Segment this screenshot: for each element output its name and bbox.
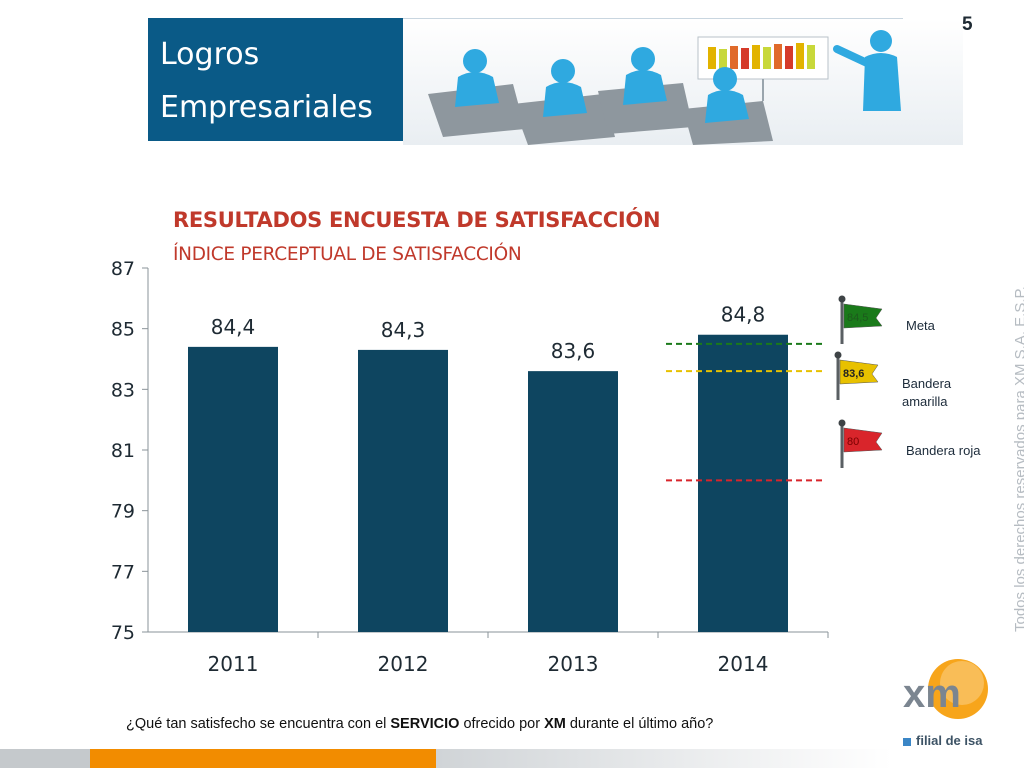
question-part-3: durante el último año? [565,716,714,732]
y-tick-label: 87 [111,258,135,280]
bar-value-label: 84,3 [381,318,426,342]
footer-bar-gray-left [0,749,90,768]
chart-subtitle: ÍNDICE PERCEPTUAL DE SATISFACCIÓN [173,244,522,265]
xm-logo: xm [903,659,988,719]
y-tick-label: 83 [111,379,135,401]
survey-question: ¿Qué tan satisfecho se encuentra con el … [126,716,713,732]
flag-icon-1 [843,303,883,329]
x-tick-label: 2013 [548,652,599,676]
flag-pole-knob-2 [834,351,842,359]
x-tick-label: 2011 [208,652,259,676]
legend-roja-label: Bandera roja [906,443,981,458]
footer-bar-orange [90,749,436,768]
header-divider [403,18,903,19]
question-bold-servicio: SERVICIO [390,716,460,732]
flag-label-3: 80 [847,436,859,448]
meeting-illustration [403,19,963,145]
legend-amarilla-line1: Bandera [902,376,952,391]
flag-icon-3 [843,427,883,453]
bar-2011 [188,346,278,632]
bar-value-label: 84,8 [721,303,766,327]
chart-title: RESULTADOS ENCUESTA DE SATISFACCIÓN [173,208,661,232]
y-tick-label: 85 [111,319,135,341]
legend-amarilla-label: Bandera amarilla [902,375,951,411]
bar-2013 [528,371,618,632]
page-number: 5 [962,14,973,35]
filial-tagline: filial de isa [903,733,982,748]
question-part-1: ¿Qué tan satisfecho se encuentra con el [126,716,391,732]
title-line-1: Logros [160,37,260,72]
bar-2014 [698,334,788,632]
question-part-2: ofrecido por [459,716,545,732]
y-tick-label: 79 [111,501,135,523]
square-icon [903,737,911,746]
x-tick-label: 2012 [378,652,429,676]
filial-text: filial de isa [916,733,983,748]
x-tick-label: 2014 [718,652,769,676]
flag-label-1: 84,5 [847,312,868,324]
y-tick-label: 75 [111,622,135,644]
legend-amarilla-line2: amarilla [902,394,948,409]
flag-icon-2 [839,359,879,385]
bar-value-label: 84,4 [211,315,256,339]
flag-label-2: 83,6 [843,368,864,380]
xm-logo-text: xm [903,672,961,716]
title-line-2: Empresariales [160,90,373,125]
header-box: Logros Empresariales [148,18,403,141]
question-bold-xm: XM [544,716,566,732]
y-tick-label: 77 [111,561,135,583]
flag-pole-knob-1 [838,295,846,303]
page-title: Logros Empresariales [160,28,400,134]
footer-bar-gradient [436,749,892,768]
legend-meta-label: Meta [906,318,935,333]
bar-2012 [358,349,448,632]
copyright-vertical-text: Todos los derechos reservados para XM S.… [1012,286,1024,632]
bar-value-label: 83,6 [551,339,596,363]
flag-pole-knob-3 [838,419,846,427]
y-tick-label: 81 [111,440,135,462]
